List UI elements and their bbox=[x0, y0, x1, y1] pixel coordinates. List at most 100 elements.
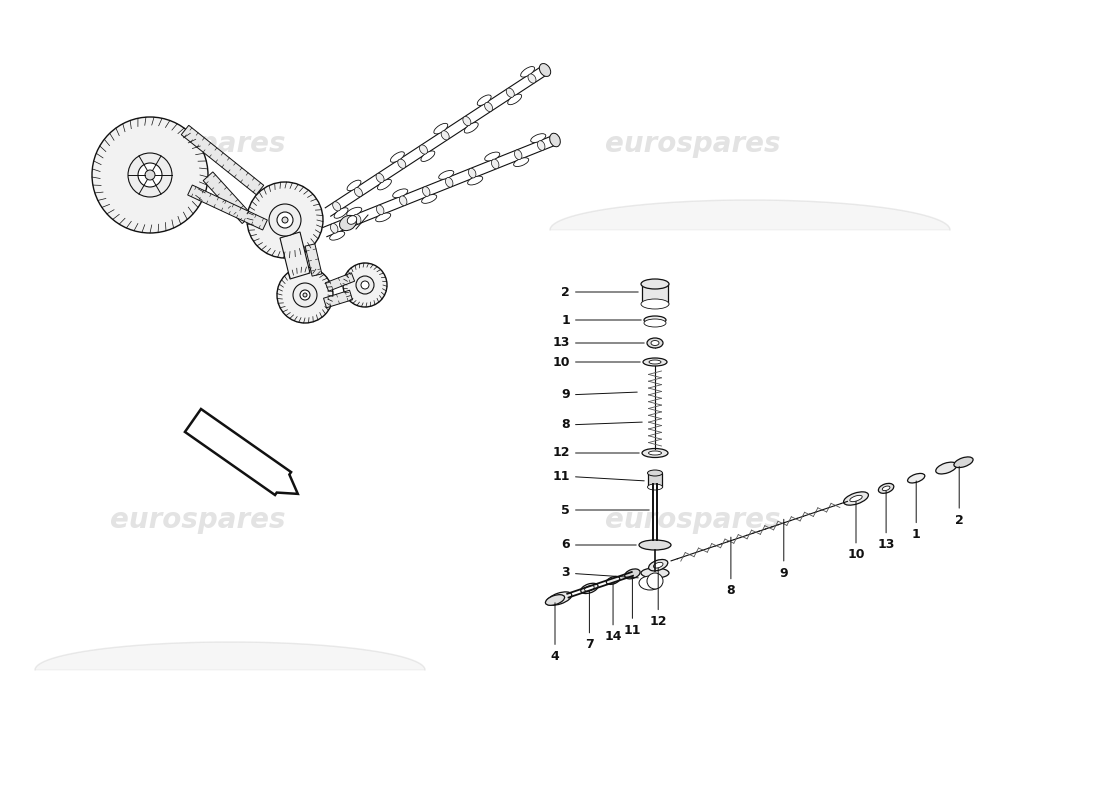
Text: 9: 9 bbox=[561, 389, 637, 402]
Text: 2: 2 bbox=[955, 466, 964, 526]
Ellipse shape bbox=[844, 492, 868, 505]
Text: 10: 10 bbox=[847, 502, 865, 562]
Circle shape bbox=[277, 212, 293, 228]
Text: eurospares: eurospares bbox=[605, 130, 781, 158]
Ellipse shape bbox=[879, 483, 894, 494]
Ellipse shape bbox=[346, 180, 361, 190]
Polygon shape bbox=[188, 185, 267, 230]
Ellipse shape bbox=[398, 159, 406, 168]
Circle shape bbox=[343, 263, 387, 307]
Text: 13: 13 bbox=[878, 491, 894, 551]
Text: 2: 2 bbox=[561, 286, 638, 298]
Text: eurospares: eurospares bbox=[605, 506, 781, 534]
Text: 8: 8 bbox=[561, 418, 642, 431]
Ellipse shape bbox=[422, 186, 430, 196]
Circle shape bbox=[282, 217, 288, 223]
Ellipse shape bbox=[530, 134, 546, 142]
Ellipse shape bbox=[439, 170, 454, 179]
Polygon shape bbox=[35, 642, 425, 670]
Ellipse shape bbox=[332, 202, 341, 211]
Circle shape bbox=[248, 182, 323, 258]
Ellipse shape bbox=[539, 63, 551, 77]
Ellipse shape bbox=[850, 495, 862, 502]
Text: 6: 6 bbox=[561, 538, 636, 551]
Polygon shape bbox=[323, 290, 352, 308]
Circle shape bbox=[277, 267, 333, 323]
Polygon shape bbox=[204, 172, 252, 223]
Ellipse shape bbox=[354, 187, 362, 197]
Ellipse shape bbox=[547, 592, 572, 606]
Polygon shape bbox=[280, 232, 310, 279]
Ellipse shape bbox=[421, 151, 434, 162]
Polygon shape bbox=[550, 200, 950, 230]
Circle shape bbox=[356, 276, 374, 294]
Ellipse shape bbox=[647, 338, 663, 348]
Ellipse shape bbox=[508, 94, 521, 105]
Ellipse shape bbox=[441, 130, 449, 140]
Text: 5: 5 bbox=[561, 503, 649, 517]
Circle shape bbox=[300, 290, 310, 300]
Polygon shape bbox=[326, 273, 354, 291]
Polygon shape bbox=[185, 409, 298, 495]
Ellipse shape bbox=[625, 569, 640, 579]
Ellipse shape bbox=[653, 562, 663, 568]
Ellipse shape bbox=[376, 205, 384, 214]
Ellipse shape bbox=[644, 319, 666, 327]
Ellipse shape bbox=[463, 117, 471, 126]
Ellipse shape bbox=[485, 152, 499, 161]
Ellipse shape bbox=[393, 189, 408, 198]
Ellipse shape bbox=[649, 360, 661, 364]
Ellipse shape bbox=[376, 174, 384, 182]
Text: 10: 10 bbox=[552, 355, 640, 369]
Text: 3: 3 bbox=[561, 566, 638, 579]
Ellipse shape bbox=[348, 216, 356, 224]
Ellipse shape bbox=[528, 74, 536, 83]
Ellipse shape bbox=[421, 194, 437, 203]
Circle shape bbox=[128, 153, 172, 197]
Text: 12: 12 bbox=[649, 568, 667, 628]
Polygon shape bbox=[305, 244, 322, 276]
Circle shape bbox=[293, 283, 317, 307]
Text: 1: 1 bbox=[912, 481, 921, 542]
Ellipse shape bbox=[641, 279, 669, 289]
Ellipse shape bbox=[908, 474, 925, 483]
Text: eurospares: eurospares bbox=[110, 506, 286, 534]
Ellipse shape bbox=[340, 215, 356, 230]
Ellipse shape bbox=[346, 207, 362, 216]
Text: 13: 13 bbox=[552, 337, 645, 350]
Bar bbox=[648, 473, 662, 487]
Ellipse shape bbox=[353, 214, 361, 224]
Ellipse shape bbox=[515, 150, 521, 159]
Ellipse shape bbox=[642, 449, 668, 458]
Ellipse shape bbox=[469, 168, 476, 178]
Circle shape bbox=[361, 281, 368, 289]
Polygon shape bbox=[285, 250, 300, 274]
Ellipse shape bbox=[446, 178, 453, 187]
Bar bbox=[642, 284, 668, 304]
Ellipse shape bbox=[648, 470, 662, 476]
Ellipse shape bbox=[546, 596, 560, 605]
Ellipse shape bbox=[468, 176, 483, 185]
Ellipse shape bbox=[954, 457, 974, 467]
Text: 9: 9 bbox=[780, 519, 788, 579]
Ellipse shape bbox=[485, 102, 493, 111]
Circle shape bbox=[270, 204, 301, 236]
Text: 11: 11 bbox=[624, 577, 641, 637]
Ellipse shape bbox=[644, 316, 666, 324]
Text: 7: 7 bbox=[585, 591, 594, 651]
Ellipse shape bbox=[641, 568, 669, 578]
Ellipse shape bbox=[550, 134, 560, 146]
Circle shape bbox=[647, 573, 663, 589]
Polygon shape bbox=[182, 126, 264, 194]
Ellipse shape bbox=[936, 462, 957, 474]
Circle shape bbox=[145, 170, 155, 180]
Ellipse shape bbox=[538, 141, 544, 150]
Circle shape bbox=[302, 293, 307, 297]
Ellipse shape bbox=[520, 66, 535, 77]
Ellipse shape bbox=[648, 484, 662, 490]
Ellipse shape bbox=[375, 213, 390, 222]
Ellipse shape bbox=[546, 594, 564, 606]
Ellipse shape bbox=[581, 583, 598, 594]
Ellipse shape bbox=[399, 196, 407, 206]
Ellipse shape bbox=[390, 152, 405, 162]
